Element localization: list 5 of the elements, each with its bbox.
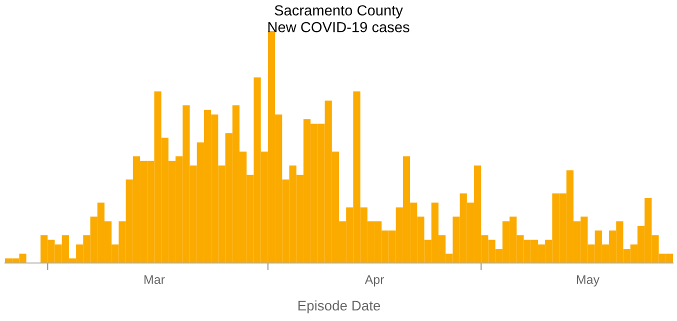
x-tick-label: May bbox=[576, 275, 600, 286]
x-tick-label: Mar bbox=[144, 275, 165, 284]
chart-title: Sacramento County New COVID-19 cases bbox=[268, 5, 410, 32]
x-tick-label: Apr bbox=[364, 275, 384, 286]
x-axis-title: Episode Date bbox=[298, 300, 380, 314]
